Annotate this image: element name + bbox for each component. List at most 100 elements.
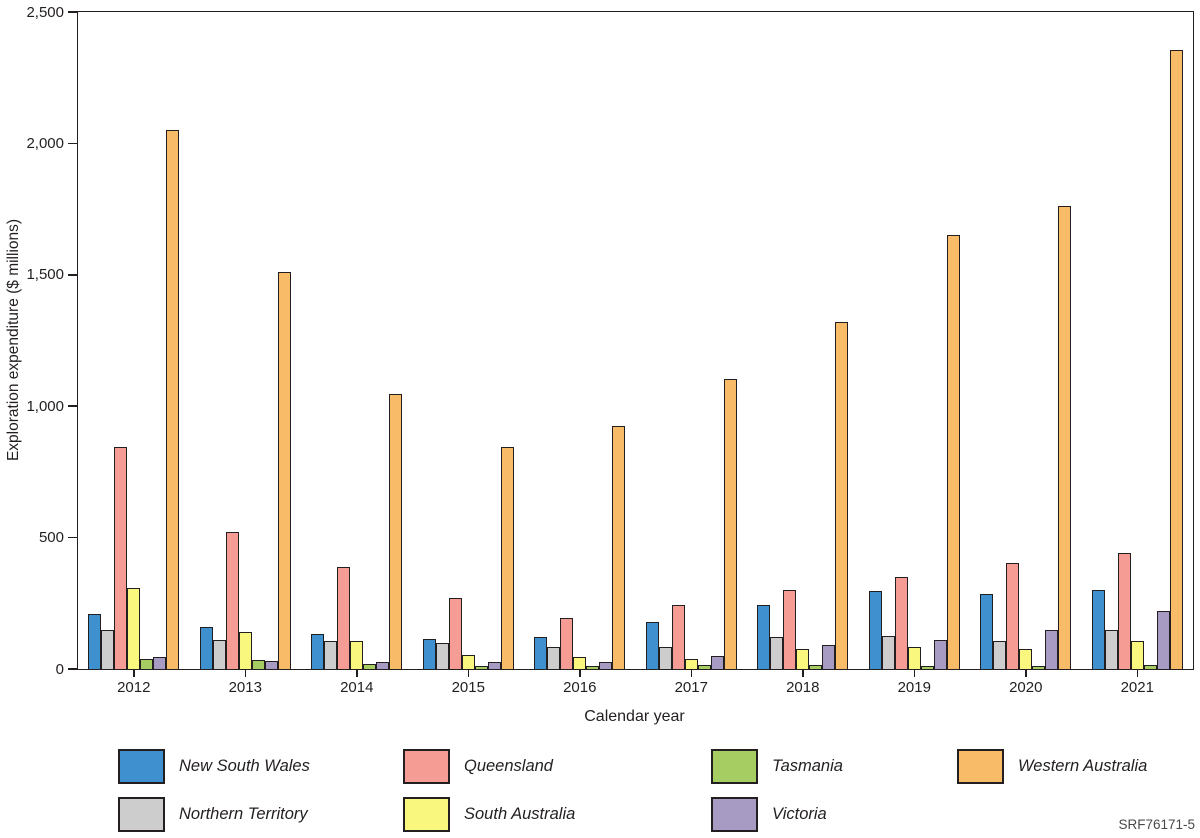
bar-2018-tasmania (809, 665, 823, 669)
y-tick (67, 536, 77, 539)
bar-2017-south-australia (684, 658, 698, 669)
bar-2020-new-south-wales (980, 594, 994, 669)
bar-2013-new-south-wales (199, 626, 213, 669)
y-tick (67, 11, 77, 13)
bar-2020-victoria (1045, 629, 1059, 669)
bar-2013-tasmania (251, 659, 265, 669)
bar-2015-victoria (487, 662, 501, 669)
bar-2016-tasmania (586, 666, 600, 669)
bar-2012-south-australia (127, 587, 141, 669)
bar-2016-northern-territory (547, 646, 561, 669)
legend-label-western-australia: Western Australia (1018, 757, 1148, 775)
bar-2012-western-australia (166, 130, 180, 669)
x-tick-label: 2015 (451, 679, 485, 696)
bar-2016-new-south-wales (534, 637, 548, 669)
bar-2013-south-australia (238, 632, 252, 669)
bar-2015-new-south-wales (422, 638, 436, 669)
bar-2021-tasmania (1143, 665, 1157, 669)
bar-2018-northern-territory (770, 637, 784, 669)
bar-2017-queensland (671, 604, 685, 669)
x-tick-label: 2012 (117, 679, 151, 696)
bar-2021-northern-territory (1104, 629, 1118, 669)
bar-2019-victoria (933, 640, 947, 669)
x-tick (802, 669, 804, 677)
bar-2015-tasmania (474, 666, 488, 669)
bar-2014-western-australia (389, 394, 403, 669)
bar-2013-northern-territory (212, 640, 226, 669)
x-tick-label: 2020 (1009, 679, 1043, 696)
legend-label-south-australia: South Australia (464, 805, 576, 823)
bar-2021-western-australia (1169, 50, 1183, 669)
bar-2017-victoria (710, 655, 724, 669)
bar-2021-new-south-wales (1091, 590, 1105, 669)
x-tick-label: 2021 (1120, 679, 1154, 696)
bar-2015-queensland (448, 598, 462, 669)
legend-swatch-south-australia (403, 797, 450, 832)
legend-label-northern-territory: Northern Territory (179, 805, 308, 823)
bar-2018-queensland (783, 590, 797, 669)
bar-2020-tasmania (1032, 666, 1046, 669)
bar-2016-victoria (599, 662, 613, 669)
bar-2019-tasmania (920, 666, 934, 669)
y-tick (67, 405, 77, 407)
bar-2015-northern-territory (435, 642, 449, 669)
x-tick-label: 2016 (563, 679, 597, 696)
bar-2020-northern-territory (993, 641, 1007, 669)
x-tick-label: 2014 (340, 679, 374, 696)
bar-2017-western-australia (723, 378, 737, 669)
bar-2018-new-south-wales (757, 604, 771, 669)
x-tick-label: 2017 (674, 679, 708, 696)
y-tick (67, 142, 77, 145)
bar-2012-victoria (153, 657, 167, 669)
x-axis-title: Calendar year (584, 708, 685, 725)
bar-2020-queensland (1006, 562, 1020, 669)
bar-2014-queensland (337, 566, 351, 669)
x-tick (356, 669, 358, 677)
legend-label-queensland: Queensland (464, 757, 553, 775)
bar-2021-victoria (1156, 611, 1170, 669)
bar-2012-queensland (114, 446, 128, 669)
x-tick (133, 669, 135, 677)
bar-2013-victoria (264, 661, 278, 669)
x-tick-label: 2019 (897, 679, 931, 696)
bar-2015-south-australia (461, 654, 475, 669)
bar-2019-south-australia (907, 646, 921, 669)
legend-swatch-western-australia (957, 749, 1004, 784)
bar-2017-northern-territory (658, 646, 672, 669)
bar-2014-tasmania (363, 663, 377, 669)
bar-2019-queensland (894, 577, 908, 669)
bar-2021-queensland (1117, 553, 1131, 669)
legend-label-victoria: Victoria (772, 805, 827, 823)
bar-2018-south-australia (796, 649, 810, 669)
y-tick-label: 500 (38, 529, 64, 547)
y-tick (67, 668, 77, 670)
bar-2018-western-australia (835, 322, 849, 669)
bar-2016-south-australia (573, 657, 587, 669)
bar-2016-western-australia (612, 425, 626, 669)
x-tick (579, 669, 581, 677)
bar-2019-western-australia (946, 235, 960, 669)
bar-2021-south-australia (1130, 641, 1144, 669)
x-tick (690, 669, 692, 677)
y-tick-label: 1,500 (26, 266, 64, 284)
y-tick-label: 0 (55, 660, 64, 678)
bar-2012-tasmania (140, 658, 154, 669)
bar-2018-victoria (822, 645, 836, 669)
bar-2017-tasmania (697, 665, 711, 669)
bar-2019-new-south-wales (868, 591, 882, 669)
plot-area: 0 500 1,000 1,500 2,000 2,500 2012 2013 2014 2015… (26, 5, 1194, 696)
x-tick-label: 2013 (228, 679, 262, 696)
bar-2019-northern-territory (881, 636, 895, 669)
x-tick (244, 669, 246, 677)
bar-2013-western-australia (277, 272, 291, 669)
legend-swatch-new-south-wales (118, 749, 165, 784)
x-tick-label: 2018 (786, 679, 820, 696)
y-tick (67, 274, 77, 276)
bar-2015-western-australia (500, 446, 514, 669)
legend-swatch-tasmania (711, 749, 758, 784)
y-tick-label: 2,500 (26, 3, 64, 21)
bar-2017-new-south-wales (645, 621, 659, 669)
bar-2014-south-australia (350, 641, 364, 669)
bar-2020-south-australia (1019, 649, 1033, 669)
